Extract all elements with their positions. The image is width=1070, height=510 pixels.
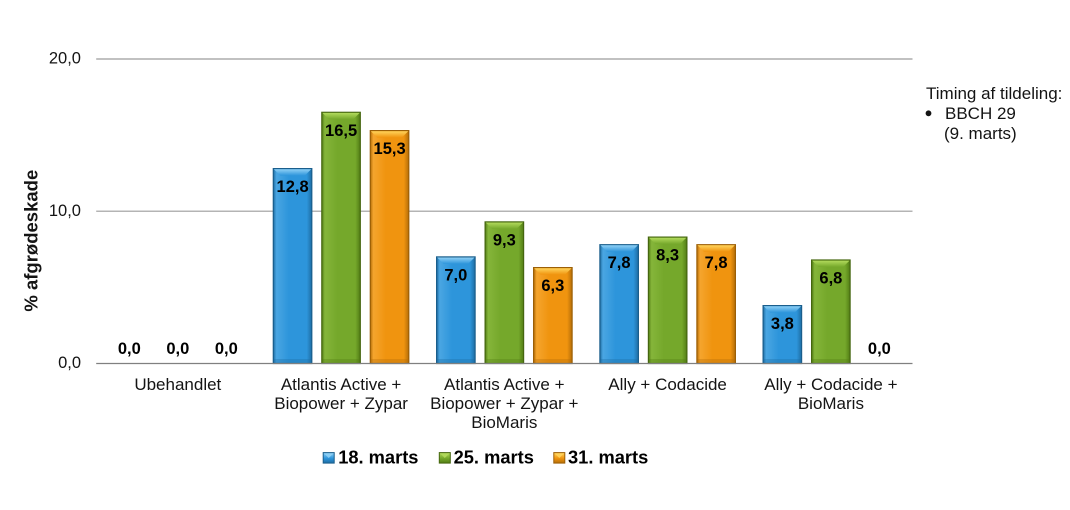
svg-text:Timing af tildeling:: Timing af tildeling: [926, 84, 1062, 103]
svg-text:12,8: 12,8 [277, 178, 309, 196]
svg-text:0,0: 0,0 [215, 340, 238, 358]
svg-text:10,0: 10,0 [49, 202, 81, 220]
svg-text:16,5: 16,5 [325, 122, 357, 140]
svg-text:0,0: 0,0 [58, 354, 81, 372]
svg-text:Biopower + Zypar +: Biopower + Zypar + [430, 394, 578, 413]
svg-text:8,3: 8,3 [656, 247, 679, 265]
svg-text:Ubehandlet: Ubehandlet [134, 375, 221, 394]
svg-text:BioMaris: BioMaris [471, 413, 537, 432]
svg-text:7,8: 7,8 [705, 254, 728, 272]
svg-text:BioMaris: BioMaris [798, 394, 864, 413]
svg-text:Ally + Codacide: Ally + Codacide [608, 375, 727, 394]
svg-text:% afgrødeskade: % afgrødeskade [21, 170, 42, 312]
svg-text:BBCH 29: BBCH 29 [945, 104, 1016, 123]
svg-text:6,3: 6,3 [541, 277, 564, 295]
svg-text:0,0: 0,0 [166, 340, 189, 358]
svg-text:7,0: 7,0 [444, 266, 467, 284]
svg-text:Atlantis Active +: Atlantis Active + [281, 375, 402, 394]
svg-text:7,8: 7,8 [608, 254, 631, 272]
svg-text:18. marts: 18. marts [338, 447, 418, 468]
svg-text:Atlantis Active +: Atlantis Active + [444, 375, 565, 394]
svg-text:15,3: 15,3 [374, 140, 406, 158]
svg-text:Ally + Codacide +: Ally + Codacide + [764, 375, 897, 394]
svg-text:31. marts: 31. marts [568, 447, 648, 468]
svg-text:20,0: 20,0 [49, 50, 81, 68]
svg-text:25. marts: 25. marts [454, 447, 534, 468]
svg-text:0,0: 0,0 [868, 340, 891, 358]
svg-text:(9. marts): (9. marts) [944, 124, 1017, 143]
svg-text:Biopower + Zypar: Biopower + Zypar [274, 394, 408, 413]
svg-text:6,8: 6,8 [819, 270, 842, 288]
svg-text:0,0: 0,0 [118, 340, 141, 358]
svg-text:3,8: 3,8 [771, 315, 794, 333]
svg-text:9,3: 9,3 [493, 231, 516, 249]
